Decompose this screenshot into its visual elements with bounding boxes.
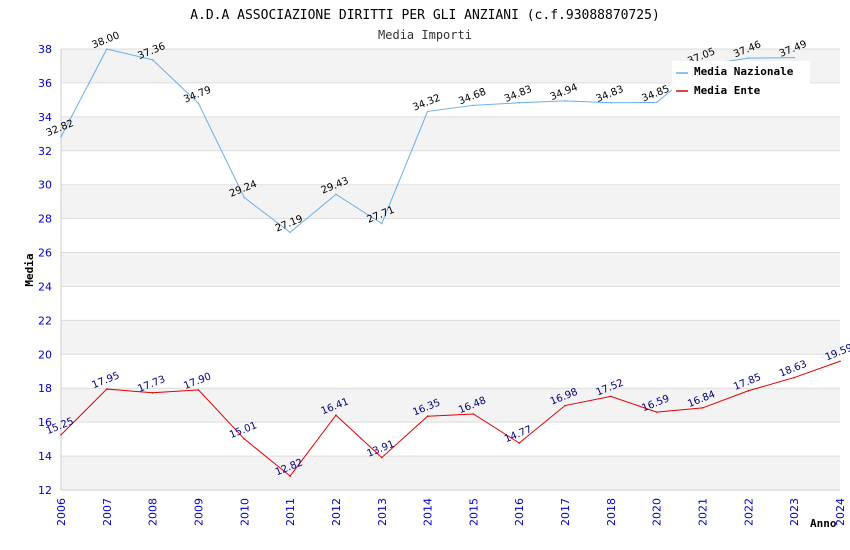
x-tick-label: 2011 (284, 498, 297, 526)
data-point (243, 196, 246, 199)
y-tick-label: 22 (38, 314, 52, 327)
y-tick-label: 36 (38, 77, 52, 90)
y-tick-label: 12 (38, 484, 52, 497)
y-tick-label: 38 (38, 43, 52, 56)
data-point (380, 456, 383, 459)
data-point (655, 101, 658, 104)
data-point (335, 414, 337, 416)
data-point (106, 388, 108, 390)
data-point (197, 102, 200, 105)
chart-title: A.D.A ASSOCIAZIONE DIRITTI PER GLI ANZIA… (190, 8, 660, 23)
y-tick-label: 14 (38, 450, 52, 463)
legend: Media Nazionale Media Ente (672, 61, 810, 101)
x-tick-label: 2015 (467, 498, 480, 526)
data-label: 38.00 (91, 30, 122, 51)
x-tick-label: 2022 (742, 498, 755, 526)
data-point (747, 389, 750, 392)
data-point (839, 360, 841, 363)
x-tick-label: 2006 (55, 498, 68, 526)
data-point (610, 395, 612, 398)
y-tick-label: 30 (38, 179, 52, 192)
legend-label-media-ente: Media Ente (694, 84, 761, 97)
data-point (60, 136, 62, 138)
data-point (426, 110, 429, 113)
data-point (793, 56, 795, 59)
x-tick-label: 2023 (788, 498, 801, 526)
grid-bands (61, 49, 840, 490)
data-point (472, 413, 475, 415)
x-tick-label: 2012 (330, 498, 343, 526)
data-point (518, 442, 521, 444)
x-tick-label: 2024 (834, 498, 847, 526)
grid-band (61, 252, 840, 287)
data-point (426, 415, 429, 418)
data-point (289, 475, 291, 477)
data-label: 34.85 (640, 84, 671, 105)
x-tick-labels: 2006 2007 2008 2009 2010 2011 2012 2013 2014 2015… (55, 498, 847, 526)
grid-band (61, 320, 840, 355)
x-tick-label: 2007 (101, 498, 114, 526)
data-point (610, 101, 612, 104)
x-tick-label: 2016 (513, 498, 526, 526)
data-point (793, 376, 795, 379)
data-point (701, 407, 704, 409)
chart-subtitle: Media Importi (378, 28, 472, 42)
y-tick-label: 28 (38, 213, 52, 226)
grid-band (61, 184, 840, 219)
grid-band (61, 456, 840, 490)
y-tick-label: 34 (38, 111, 52, 124)
x-tick-label: 2013 (376, 498, 389, 526)
data-point (289, 231, 291, 234)
grid-lines (61, 48, 840, 491)
data-point (197, 389, 200, 391)
data-label: 34.94 (549, 82, 580, 103)
x-axis-label: Anno (810, 517, 837, 530)
x-tick-label: 2018 (605, 498, 618, 526)
data-point (564, 404, 566, 407)
data-point (335, 193, 337, 196)
x-tick-label: 2008 (147, 498, 160, 526)
data-point (243, 438, 246, 440)
x-tick-label: 2014 (422, 498, 435, 526)
y-tick-labels: 12 14 16 18 20 22 24 26 28 30 32 34 36 38 (38, 43, 52, 497)
x-tick-label: 2021 (697, 498, 710, 526)
x-tick-label: 2020 (651, 498, 664, 526)
series-lines (60, 48, 841, 477)
data-label: 18.63 (778, 359, 809, 380)
data-label: 34.83 (503, 84, 534, 105)
data-point (60, 434, 62, 436)
legend-box (672, 61, 810, 101)
data-point (380, 222, 383, 225)
data-point (747, 57, 750, 59)
y-axis-label: Media (23, 253, 36, 286)
x-tick-label: 2017 (559, 498, 572, 526)
y-tick-label: 24 (38, 280, 52, 293)
y-tick-label: 16 (38, 416, 52, 429)
grid-band (61, 116, 840, 151)
y-tick-label: 18 (38, 382, 52, 395)
data-point (655, 411, 658, 413)
grid-band (61, 388, 840, 423)
y-tick-label: 26 (38, 247, 52, 260)
data-point (518, 101, 521, 104)
data-label: 34.83 (595, 84, 626, 105)
data-point (564, 100, 566, 102)
data-point (106, 48, 108, 50)
data-point (151, 392, 154, 394)
y-tick-label: 32 (38, 145, 52, 158)
axes (60, 49, 840, 491)
x-tick-label: 2009 (192, 498, 205, 526)
y-tick-label: 20 (38, 348, 52, 361)
data-point (151, 59, 154, 61)
data-point (472, 104, 475, 107)
legend-label-media-nazionale: Media Nazionale (694, 65, 794, 78)
series-line-media-ente (60, 360, 841, 477)
x-tick-label: 2010 (238, 498, 251, 526)
